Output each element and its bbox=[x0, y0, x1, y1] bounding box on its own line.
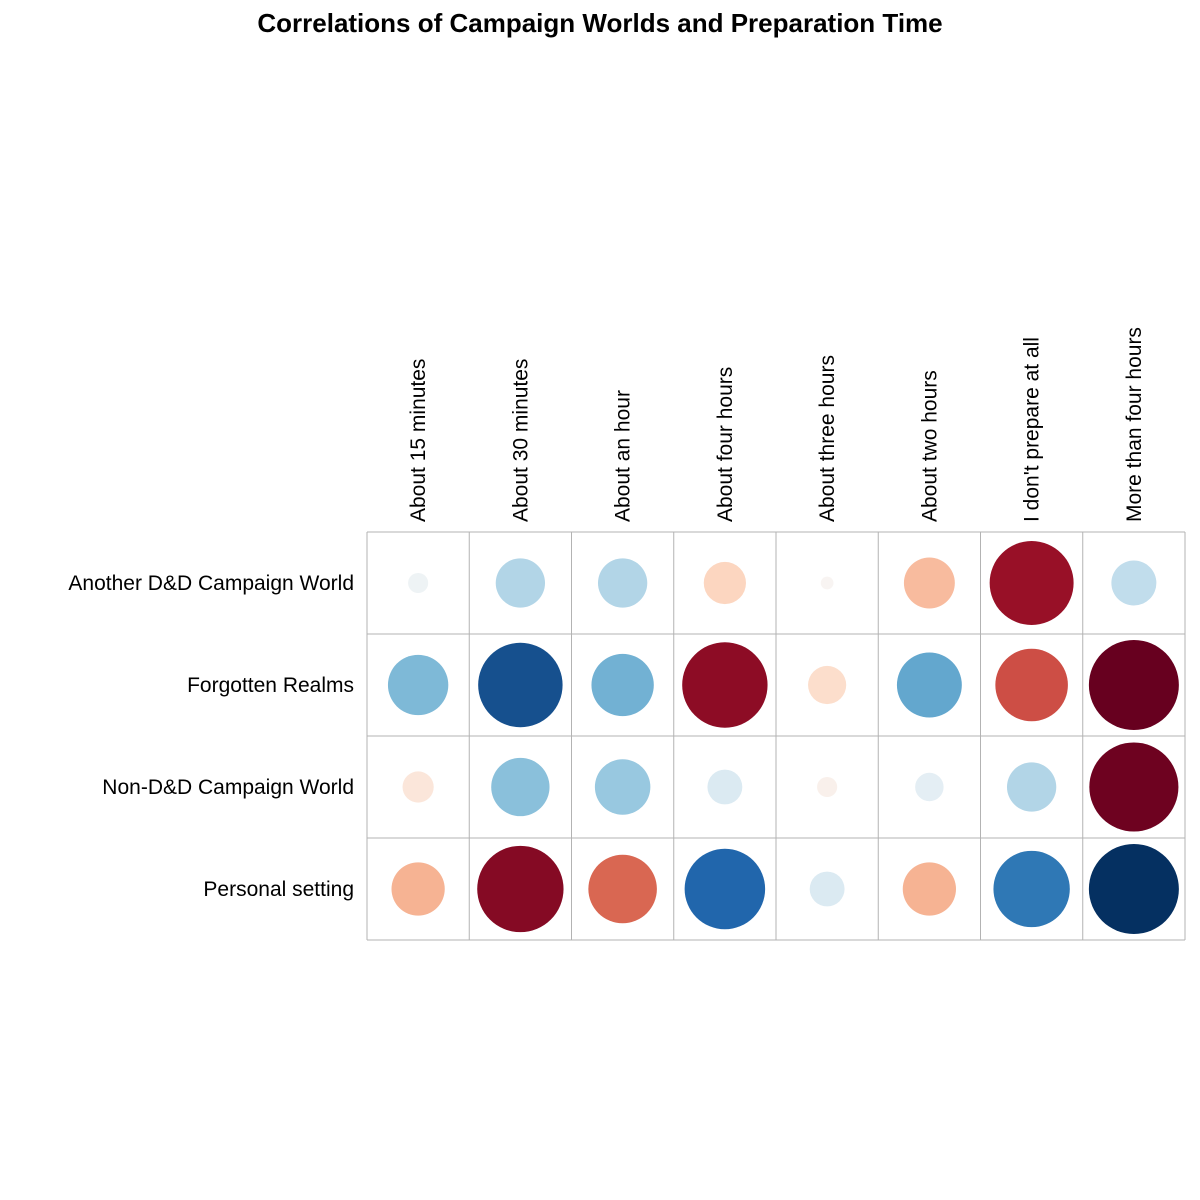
correlation-circle bbox=[491, 757, 550, 817]
chart-title: Correlations of Campaign Worlds and Prep… bbox=[257, 8, 942, 38]
column-labels: About 15 minutes About 30 minutes About an… bbox=[407, 327, 1146, 522]
correlation-circle bbox=[915, 772, 944, 802]
correlation-circle bbox=[809, 871, 845, 907]
correlation-circle bbox=[1088, 844, 1179, 934]
correlation-circle bbox=[817, 776, 838, 798]
correlation-circle bbox=[684, 848, 766, 930]
column-label: I don't prepare at all bbox=[1021, 337, 1044, 522]
correlation-circle bbox=[408, 572, 429, 594]
row-labels: Another D&D Campaign World Forgotten Real… bbox=[68, 572, 354, 901]
column-label: About four hours bbox=[714, 367, 737, 522]
column-label: About an hour bbox=[612, 390, 635, 522]
column-label: About three hours bbox=[816, 355, 839, 522]
row-label: Non-D&D Campaign World bbox=[102, 776, 354, 799]
correlation-circle bbox=[1006, 762, 1057, 812]
correlation-circle bbox=[1088, 640, 1179, 730]
correlation-circle bbox=[591, 653, 654, 717]
correlation-circle bbox=[478, 642, 563, 728]
column-label: About 30 minutes bbox=[509, 359, 532, 522]
correlation-circle bbox=[682, 642, 768, 728]
correlation-circles bbox=[387, 541, 1179, 934]
grid-lines bbox=[366, 531, 1186, 941]
correlation-circle bbox=[703, 561, 746, 605]
correlation-circle bbox=[993, 850, 1070, 928]
row-label: Another D&D Campaign World bbox=[68, 572, 354, 595]
correlation-circle bbox=[387, 654, 449, 716]
correlation-circle bbox=[903, 557, 955, 609]
row-label: Personal setting bbox=[203, 878, 354, 901]
correlation-circle bbox=[995, 648, 1068, 722]
correlation-circle bbox=[902, 862, 956, 916]
correlation-circle bbox=[391, 862, 445, 916]
correlation-circle bbox=[1089, 742, 1179, 832]
correlation-circle bbox=[597, 558, 648, 608]
column-label: About two hours bbox=[918, 370, 941, 522]
correlation-circle bbox=[1111, 560, 1157, 606]
correlation-circle bbox=[588, 854, 657, 924]
correlation-circle bbox=[495, 558, 546, 608]
correlation-circle bbox=[402, 771, 434, 803]
correlation-circle bbox=[989, 541, 1074, 625]
column-label: More than four hours bbox=[1123, 327, 1146, 522]
correlation-circle bbox=[808, 665, 847, 705]
correlation-circle bbox=[820, 576, 834, 590]
column-label: About 15 minutes bbox=[407, 359, 430, 522]
correlation-circle bbox=[594, 759, 651, 815]
correlation-circle bbox=[707, 769, 743, 805]
correlation-circle bbox=[896, 652, 962, 718]
row-label: Forgotten Realms bbox=[187, 674, 354, 697]
correlation-circle bbox=[477, 845, 564, 933]
